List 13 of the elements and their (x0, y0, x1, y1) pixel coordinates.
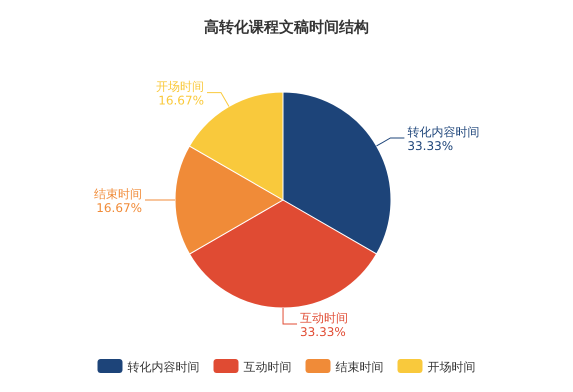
legend-label: 结束时间 (336, 360, 384, 374)
data-label: 33.33% (300, 325, 346, 339)
slice-label: 转化内容时间 (407, 124, 480, 139)
slice-label: 结束时间 (94, 187, 142, 202)
chart-title: 高转化课程文稿时间结构 (204, 18, 369, 36)
data-label: 33.33% (407, 138, 454, 153)
legend-label: 互动时间 (244, 360, 292, 374)
slice-label: 互动时间 (300, 311, 348, 325)
data-label: 16.67% (158, 94, 204, 108)
legend-label: 转化内容时间 (128, 360, 200, 374)
slice-label: 开场时间 (156, 80, 204, 94)
legend-label: 开场时间 (428, 360, 476, 374)
data-label: 16.67% (96, 201, 142, 216)
